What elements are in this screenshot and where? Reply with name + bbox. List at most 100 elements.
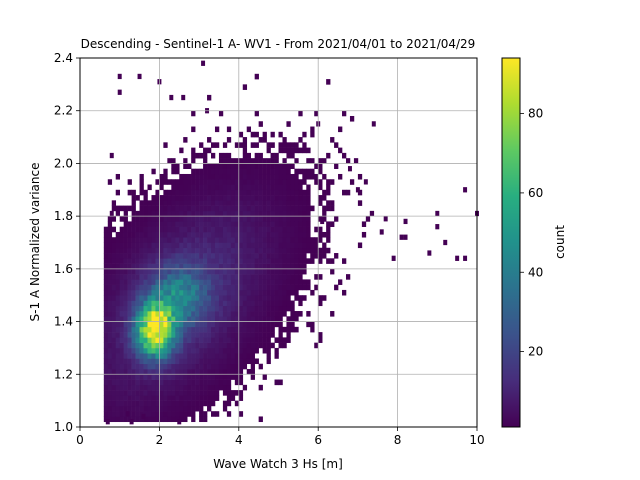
heatmap-cell [342,110,347,117]
heatmap-cell [238,295,244,301]
heatmap-cell [159,268,164,275]
heatmap-cell [246,189,252,196]
heatmap-cell [147,347,152,354]
heatmap-cell [179,337,184,343]
heatmap-cell [191,358,196,365]
heatmap-cell [147,279,152,285]
heatmap-cell [234,374,240,380]
heatmap-cell [318,295,323,301]
heatmap-cell [207,311,212,317]
heatmap-cell [306,221,311,227]
heatmap-cell [218,379,224,386]
heatmap-cell [230,158,236,164]
heatmap-cell [222,284,228,291]
heatmap-cell [262,347,267,354]
heatmap-cell [115,305,120,312]
heatmap-cell [294,258,299,264]
heatmap-cell [143,274,148,280]
heatmap-cell [129,419,134,425]
heatmap-cell [270,321,275,328]
heatmap-cell [175,200,180,206]
heatmap-cell [183,395,188,401]
y-tick-label: 1.0 [54,420,73,434]
heatmap-cell [151,231,156,238]
heatmap-cell [175,226,180,233]
heatmap-cell [218,247,224,254]
heatmap-cell [326,226,331,233]
heatmap-cell [151,416,156,423]
heatmap-cell [199,305,204,312]
heatmap-cell [266,210,271,217]
heatmap-cell [238,326,244,333]
heatmap-cell [191,311,196,317]
heatmap-cell [167,337,172,343]
heatmap-cell [155,242,160,249]
heatmap-cell [127,226,132,233]
heatmap-cell [282,216,287,222]
heatmap-cell [171,326,176,333]
heatmap-cell [258,326,263,333]
heatmap-cell [195,337,200,343]
heatmap-cell [238,189,244,196]
heatmap-cell [195,311,200,317]
heatmap-cell [127,332,132,338]
heatmap-cell [266,195,271,201]
heatmap-cell [211,284,216,291]
heatmap-cell [230,326,236,333]
heatmap-cell [179,374,184,380]
heatmap-cell [103,295,109,301]
heatmap-cell [214,216,220,222]
heatmap-cell [222,189,228,196]
heatmap-cell [286,253,291,259]
heatmap-cell [266,258,271,264]
heatmap-cell [278,242,283,249]
heatmap-cell [258,168,263,175]
heatmap-cell [330,200,335,206]
heatmap-cell [207,226,212,233]
heatmap-cell [107,416,113,423]
heatmap-cell [294,179,299,185]
heatmap-cell [254,284,259,291]
heatmap-cell [187,179,192,185]
heatmap-cell [183,400,188,407]
heatmap-cell [258,137,263,143]
heatmap-cell [226,326,232,333]
heatmap-cell [199,168,204,175]
heatmap-cell [262,237,267,243]
heatmap-cell [105,419,110,425]
heatmap-cell [282,179,287,185]
heatmap-cell [203,274,208,280]
heatmap-cell [167,295,172,301]
heatmap-cell [203,321,208,328]
heatmap-cell [131,295,136,301]
heatmap-cell [286,163,291,169]
heatmap-cell [266,142,271,148]
heatmap-cell [123,321,128,328]
heatmap-cell [187,210,192,217]
heatmap-cell [246,326,252,333]
heatmap-cell [250,374,255,380]
heatmap-cell [191,353,196,359]
heatmap-cell [326,205,331,212]
heatmap-cell [310,158,315,164]
heatmap-cell [143,242,148,249]
heatmap-cell [270,131,275,138]
heatmap-cell [139,353,144,359]
heatmap-cell [207,237,212,243]
heatmap-cell [135,342,140,349]
heatmap-cell [111,400,117,407]
heatmap-cell [246,305,252,312]
heatmap-cell [274,195,279,201]
heatmap-cell [187,163,192,169]
heatmap-cell [155,205,160,212]
heatmap-cell [115,247,120,254]
heatmap-cell [318,258,323,264]
heatmap-cell [159,263,164,270]
heatmap-cell [302,131,307,138]
heatmap-cell [203,184,208,191]
heatmap-cell [207,347,212,354]
heatmap-cell [222,247,228,254]
heatmap-cell [238,205,244,212]
heatmap-cell [139,416,144,423]
heatmap-cell [214,384,220,391]
